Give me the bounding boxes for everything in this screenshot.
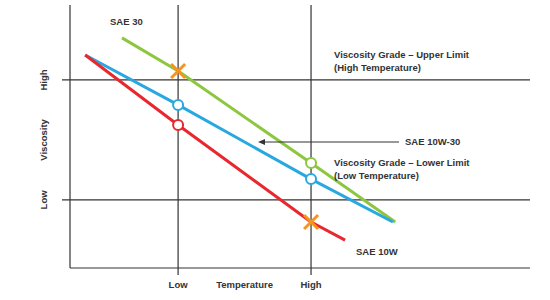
series-label: SAE 10W: [356, 246, 398, 257]
y-axis-line: [69, 5, 70, 268]
arrow-line: [264, 142, 399, 143]
series-label: SAE 30: [110, 16, 143, 27]
arrow-head: [258, 139, 265, 145]
x-marker: [304, 215, 318, 229]
y-grid-line: [62, 199, 530, 200]
series-label: SAE 10W-30: [405, 136, 460, 147]
annotation-text: Viscosity Grade – Upper Limit: [334, 49, 470, 60]
x-marker-stroke: [304, 215, 318, 229]
x-grid-line: [310, 5, 311, 275]
x-marker-stroke: [171, 64, 185, 78]
x-axis-line: [70, 267, 530, 268]
x-tick-label: High: [300, 279, 321, 290]
y-tick-label: Low: [38, 190, 49, 210]
x-marker: [171, 64, 185, 78]
circle-marker: [306, 158, 316, 168]
y-tick-label: High: [38, 69, 49, 90]
x-tick-label: Low: [169, 279, 189, 290]
x-marker-stroke: [171, 64, 185, 78]
x-grid-line: [178, 5, 179, 275]
annotation-text: (High Temperature): [334, 62, 421, 73]
annotation-text: Viscosity Grade – Lower Limit: [334, 157, 470, 168]
x-axis-label: Temperature: [216, 279, 273, 290]
series-line: [85, 55, 393, 222]
page: Viscosity chart html, body { margin: 0; …: [0, 0, 550, 300]
page-body: {"chart_data": { "type": "line", "x_labe…: [0, 0, 550, 300]
series-line: [85, 55, 345, 240]
circle-marker: [173, 120, 183, 130]
y-axis-label: Viscosity: [38, 118, 49, 160]
circle-marker: [173, 100, 183, 110]
chart-svg: Low High Low High Temperature Viscosity SAE 30…: [0, 0, 550, 300]
circle-marker: [306, 174, 316, 184]
annotation-text: (Low Temperature): [334, 170, 419, 181]
x-marker-stroke: [304, 215, 318, 229]
